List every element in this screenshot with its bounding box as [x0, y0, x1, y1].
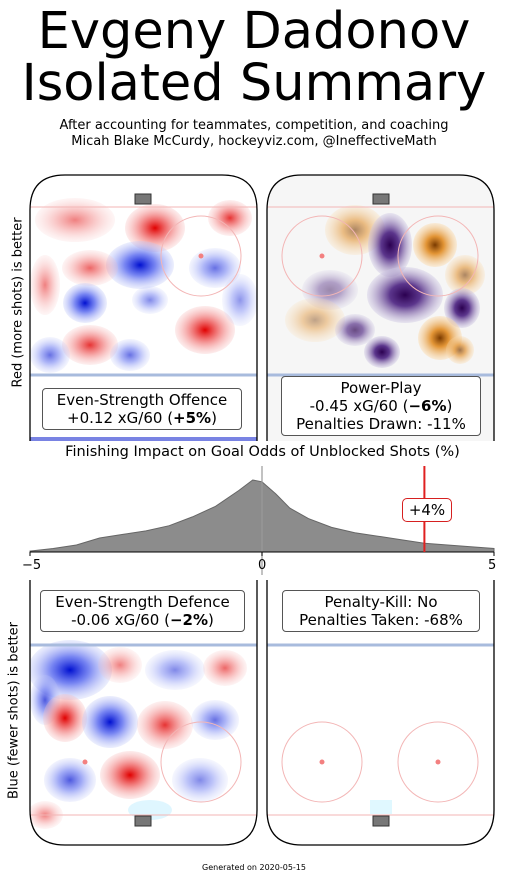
subtitle-line-2: Micah Blake McCurdy, hockeyviz.com, @Ine… — [71, 134, 437, 149]
subtitle-line-1: After accounting for teammates, competit… — [59, 118, 449, 133]
es-defence-value: -0.06 xG/60 (−2%) — [71, 611, 214, 629]
x-tick-label: 5 — [488, 558, 497, 573]
page-title-line-1: Evgeny Dadonov — [37, 2, 471, 61]
power-play-summary: Power-Play -0.45 xG/60 (−6%) Penalties D… — [281, 376, 481, 436]
page-title-line-2: Isolated Summary — [21, 54, 487, 113]
power-play-label: Power-Play — [340, 379, 422, 397]
es-offence-label: Even-Strength Offence — [56, 391, 228, 409]
marker-label: +4% — [402, 498, 452, 522]
footer-generated-date: Generated on 2020-05-15 — [202, 863, 306, 872]
x-tick-label: 0 — [258, 558, 267, 573]
es-offence-summary: Even-Strength Offence +0.12 xG/60 (+5%) — [42, 388, 242, 430]
es-offence-value: +0.12 xG/60 (+5%) — [67, 409, 217, 427]
es-defence-label: Even-Strength Defence — [55, 593, 230, 611]
penalty-kill-summary: Penalty-Kill: No Penalties Taken: -68% — [282, 590, 480, 632]
x-tick-label: −5 — [22, 558, 42, 573]
power-play-value: -0.45 xG/60 (−6%) — [309, 397, 453, 415]
penalties-taken: Penalties Taken: -68% — [299, 611, 463, 629]
es-defence-summary: Even-Strength Defence -0.06 xG/60 (−2%) — [40, 590, 245, 632]
penalty-kill-label: Penalty-Kill: No — [324, 593, 438, 611]
density-chart-title: Finishing Impact on Goal Odds of Unblock… — [65, 444, 460, 460]
penalties-drawn: Penalties Drawn: -11% — [296, 415, 466, 433]
